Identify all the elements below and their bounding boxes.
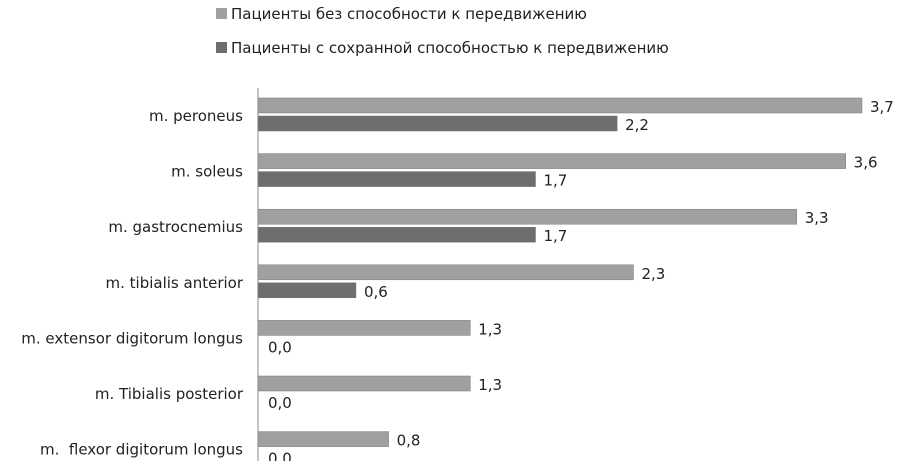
data-label: 3,7 <box>870 98 894 116</box>
category-label: m. gastrocnemius <box>108 218 243 236</box>
data-label: 0,0 <box>268 450 292 461</box>
bar <box>257 208 797 225</box>
data-label: 2,3 <box>641 265 665 283</box>
data-label: 1,7 <box>544 227 568 245</box>
bar <box>257 264 634 281</box>
data-label: 3,3 <box>805 209 829 227</box>
data-label: 1,7 <box>544 172 568 190</box>
data-label: 0,0 <box>268 338 292 356</box>
bar <box>257 115 618 132</box>
data-label: 2,2 <box>625 116 649 134</box>
category-label: m. Tibialis posterior <box>95 385 244 403</box>
data-label: 0,0 <box>268 394 292 412</box>
bar <box>257 171 536 187</box>
category-label: m. soleus <box>171 163 243 181</box>
category-label: m. extensor digitorum longus <box>21 329 243 347</box>
bar <box>257 153 846 169</box>
legend-label: Пациенты с сохранной способностью к пере… <box>231 39 669 57</box>
bar <box>257 320 471 336</box>
bar <box>257 431 389 447</box>
legend-swatch <box>216 42 227 53</box>
category-label: m. tibialis anterior <box>106 274 244 292</box>
data-label: 0,6 <box>364 283 388 301</box>
bar <box>257 226 536 243</box>
data-label: 0,8 <box>397 432 421 450</box>
data-label: 1,3 <box>478 376 502 394</box>
bar <box>257 375 471 392</box>
data-label: 3,6 <box>854 154 878 172</box>
bar <box>257 282 357 299</box>
legend-label: Пациенты без способности к передвижению <box>231 5 587 23</box>
legend-swatch <box>216 8 227 19</box>
category-label: m. flexor digitorum longus <box>40 441 243 459</box>
bar <box>257 97 863 114</box>
data-label: 1,3 <box>478 320 502 338</box>
category-label: m. peroneus <box>149 107 243 125</box>
